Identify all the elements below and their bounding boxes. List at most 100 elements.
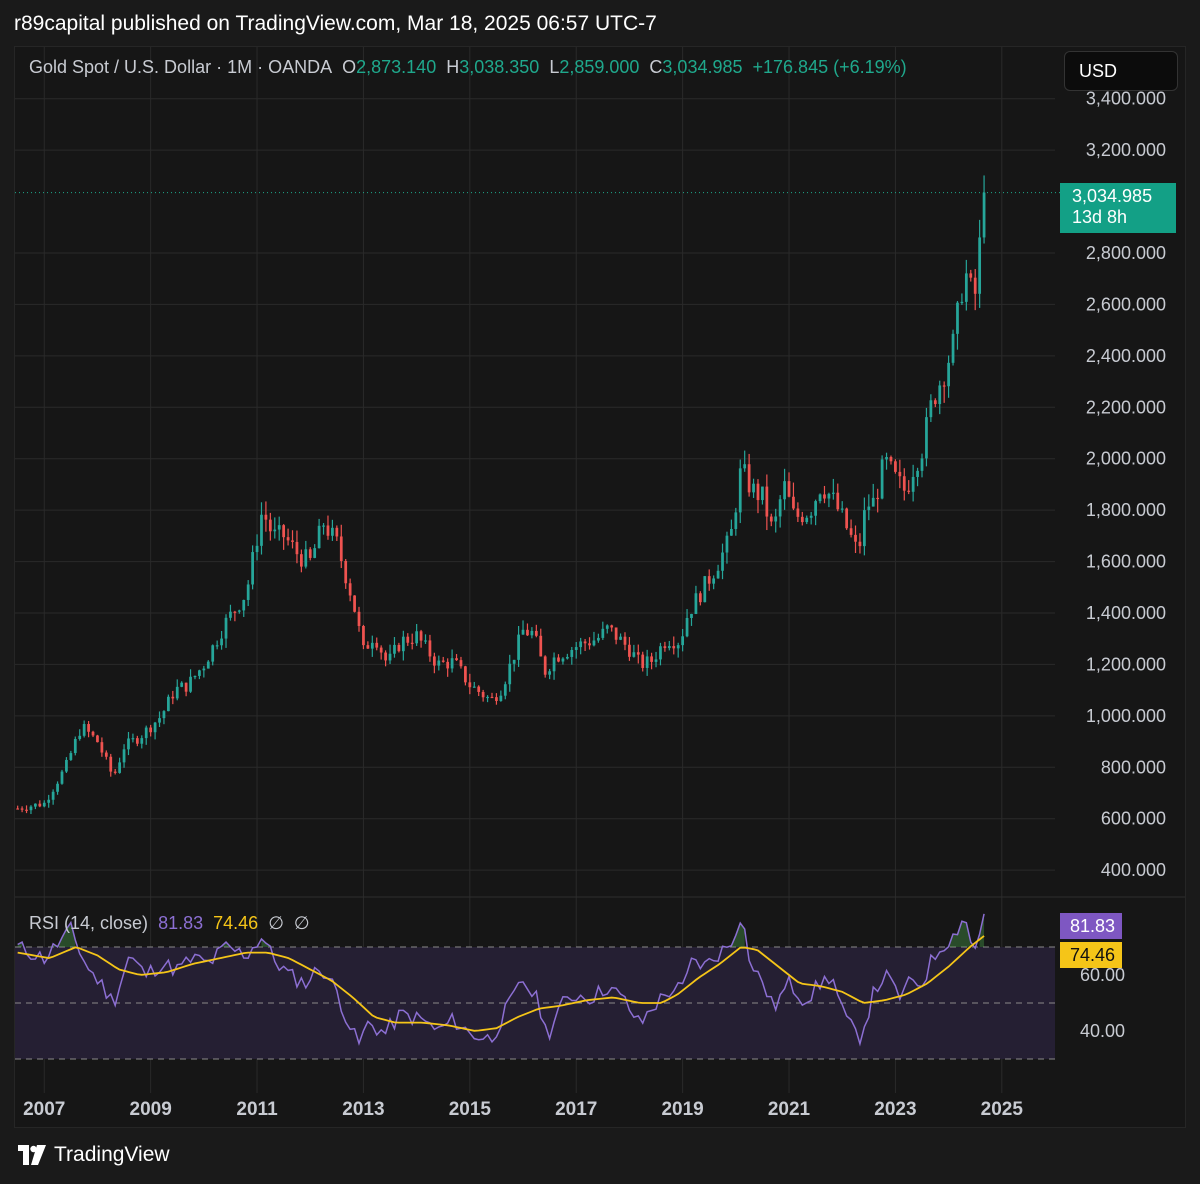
candle-body	[198, 670, 201, 676]
candle-body	[579, 641, 583, 648]
close-label: C	[649, 57, 663, 77]
candle-body	[171, 696, 175, 699]
candle-body	[601, 628, 605, 638]
candle-body	[831, 492, 835, 494]
candle-body	[592, 640, 596, 646]
candle-body	[477, 686, 481, 692]
candle-body	[158, 718, 161, 723]
candle-body	[153, 722, 157, 733]
candle-body	[122, 749, 126, 763]
candle-body	[326, 525, 330, 536]
rsi-line	[17, 913, 985, 1047]
candle-body	[725, 535, 729, 553]
candle-body	[291, 540, 294, 542]
candle-body	[446, 661, 450, 669]
candle-body	[876, 497, 880, 500]
candle-body	[384, 652, 387, 661]
price-axis-label: 400.000	[1101, 860, 1166, 880]
candle-body	[543, 656, 547, 675]
candle-body	[827, 493, 831, 499]
candle-body	[455, 658, 458, 661]
footer-brand[interactable]: TradingView	[18, 1143, 170, 1167]
candle-body	[907, 490, 911, 492]
candle-body	[800, 516, 804, 523]
candle-body	[942, 385, 946, 387]
open-label: O	[342, 57, 357, 77]
candle-body	[224, 617, 228, 639]
candle-body	[628, 644, 631, 657]
candle-body	[295, 541, 299, 555]
candle-body	[796, 508, 800, 517]
candle-body	[681, 636, 684, 646]
candle-body	[233, 611, 237, 613]
candle-body	[517, 634, 520, 660]
candle-body	[623, 636, 627, 645]
candle-body	[898, 471, 902, 477]
candle-body	[610, 625, 614, 628]
time-axis-label: 2013	[342, 1099, 384, 1120]
candle-body	[698, 593, 702, 603]
candle-body	[118, 762, 121, 773]
chart-canvas[interactable]: 3,400.000 3,200.000 2,800.000 2,600.000 2,40…	[15, 47, 1186, 1128]
candle-body	[512, 659, 516, 664]
candle-body	[273, 529, 277, 532]
footer-brand-text: TradingView	[54, 1143, 170, 1166]
price-axis-label: 2,000.000	[1086, 449, 1166, 469]
candle-body	[25, 809, 28, 811]
candle-body	[109, 756, 113, 772]
rsi-overbought-fill	[948, 921, 971, 947]
candle-body	[47, 799, 51, 803]
candle-body	[871, 497, 875, 507]
candle-body	[51, 791, 55, 800]
candle-body	[721, 552, 724, 571]
candle-body	[419, 631, 423, 641]
candle-body	[286, 537, 290, 541]
candle-body	[920, 458, 924, 471]
candle-body	[167, 696, 170, 712]
candle-body	[308, 549, 312, 558]
candle-body	[690, 613, 693, 618]
rsi-legend: RSI (14, close) 81.83 74.46 ∅ ∅	[29, 913, 310, 934]
candle-body	[845, 508, 849, 529]
candle-body	[486, 696, 489, 699]
candle-body	[229, 611, 232, 618]
bar-countdown: 13d 8h	[1072, 207, 1128, 227]
candle-body	[313, 548, 317, 558]
price-axis-label: 1,000.000	[1086, 706, 1166, 726]
candle-body	[357, 611, 361, 627]
candle-body	[583, 641, 587, 644]
candles-group	[16, 175, 986, 815]
candle-body	[752, 483, 755, 493]
candle-body	[973, 277, 977, 294]
change-value: +176.845 (+6.19%)	[752, 57, 907, 77]
candle-body	[636, 652, 640, 655]
candle-body	[672, 646, 676, 649]
price-axis-label: 2,400.000	[1086, 346, 1166, 366]
candle-body	[69, 753, 73, 760]
rsi-ma-line	[17, 935, 985, 1032]
candle-body	[867, 506, 871, 511]
candle-body	[344, 561, 348, 584]
candle-body	[29, 806, 33, 811]
currency-button[interactable]: USD	[1064, 51, 1178, 91]
candle-body	[605, 625, 609, 629]
rsi-legend-value: 81.83	[158, 913, 204, 933]
candle-body	[814, 501, 817, 516]
candle-body	[180, 682, 184, 687]
candle-body	[854, 534, 857, 542]
candle-body	[561, 658, 565, 662]
candle-body	[401, 636, 405, 652]
candle-body	[42, 802, 46, 807]
symbol-name[interactable]: Gold Spot / U.S. Dollar · 1M · OANDA	[29, 57, 333, 77]
time-axis-label: 2007	[23, 1099, 65, 1120]
candle-body	[614, 627, 618, 640]
candle-body	[805, 517, 809, 523]
candle-body	[335, 527, 339, 537]
published-by-text: r89capital published on TradingView.com,…	[14, 12, 657, 35]
candle-body	[530, 630, 534, 636]
chart-frame[interactable]: 3,400.000 3,200.000 2,800.000 2,600.000 2,40…	[14, 46, 1186, 1128]
candle-body	[149, 727, 153, 733]
candle-body	[60, 771, 64, 784]
rsi-label[interactable]: RSI (14, close)	[29, 913, 149, 933]
candle-body	[818, 494, 822, 502]
